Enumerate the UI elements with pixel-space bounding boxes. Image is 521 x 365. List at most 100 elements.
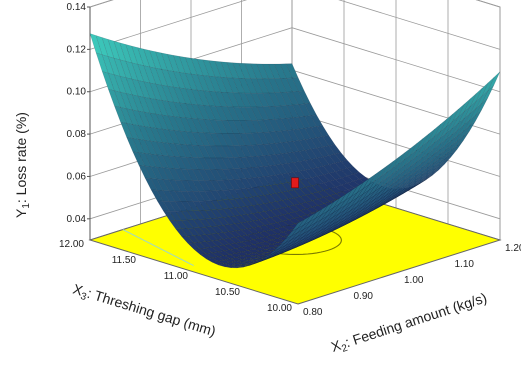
surface-cell [446,116,459,134]
surface-cell [373,203,386,211]
surface-cell [238,106,252,121]
surface-cell [433,144,446,159]
surface-cell [296,238,309,247]
x2-tick-label: 0.80 [303,307,323,318]
z-tick-label: 0.14 [67,2,87,13]
surface-cell [268,63,281,79]
surface-cell [392,175,405,189]
surface-cell [392,165,405,180]
surface-cell [263,143,276,156]
surface-cell [445,135,458,151]
surface-cell [299,160,312,171]
surface-cell [132,109,145,127]
surface-cell [273,242,286,252]
surface-cell [240,221,254,229]
z-tick-label: 0.08 [67,129,87,140]
surface-cell [356,206,369,216]
x2-tick-label: 1.00 [404,275,424,286]
surface-cell [297,216,311,229]
surface-cell [409,171,422,184]
surface-cell [368,191,381,204]
surface-cell [304,149,318,160]
surface-cell [261,255,274,262]
surface-cell [290,244,303,250]
surface-cell [113,40,127,62]
surface-cell [214,60,228,78]
surface-cell [169,220,182,230]
surface-cell [331,223,345,232]
design-point [291,177,299,189]
surface-cell [173,130,187,145]
surface-cell [285,228,298,239]
surface-cell [235,241,249,248]
surface-cell [333,200,346,213]
surface-cell [309,209,322,222]
surface-cell [214,76,228,93]
surface-cell [162,179,176,192]
surface-cell [291,219,305,232]
surface-cell [422,128,435,146]
surface-cell [439,153,452,166]
surface-cell [426,169,439,180]
surface-cell [380,183,393,196]
design-point-marker [291,177,299,189]
surface-cell [263,185,277,195]
x2-tick-label: 1.10 [455,259,475,270]
surface-cell [239,168,253,179]
surface-cell [288,217,302,224]
surface-cell [209,145,223,159]
surface-cell [432,163,446,174]
response-surface [89,33,501,269]
surface-cell [475,90,489,109]
surface-cell [257,155,270,167]
surface-cell [332,213,345,225]
surface-cell [126,137,140,153]
z-tick-label: 0.04 [67,214,87,225]
x3-tick-label: 10.50 [215,287,240,298]
surface-cell [216,180,229,191]
z-axis-title: Y1: Loss rate (%) [13,112,32,218]
surface-cell [421,162,434,176]
surface-cell [149,98,163,116]
surface-cell [253,238,266,244]
surface-cell [253,242,267,248]
surface-cell [391,186,404,197]
surface-cell [89,33,103,55]
x3-axis-title: X3: Threshing gap (mm) [70,281,218,343]
surface-cell [410,157,423,172]
surface-cell [469,103,482,121]
surface-cell [298,103,311,117]
surface-cell [385,196,398,204]
surface-cell [264,229,278,236]
surface-cell [347,181,360,188]
surface-cell [374,172,388,187]
surface-cell [311,176,324,185]
surface-cell [273,247,286,256]
x3-tick-label: 11.50 [112,255,137,266]
surface-cell [247,239,260,245]
surface-cell [168,143,181,158]
surface-cell [367,198,381,210]
surface-cell [274,142,288,155]
surface-cell [193,219,206,228]
surface-cell [311,198,325,206]
surface-cell [306,206,319,214]
surface-cell [368,169,382,185]
surface-cell [149,113,163,130]
surface-cell [217,250,231,256]
surface-cell [353,172,366,180]
surface-cell [309,223,322,234]
surface-cell [302,235,315,244]
surface-cell [223,231,236,239]
surface-cell [335,184,349,192]
surface-cell [242,263,255,267]
surface-cell [385,193,398,203]
surface-cell [408,182,421,191]
surface-cell [221,145,235,159]
surface-cell [310,148,324,159]
surface-cell [428,124,441,142]
surface-cell [327,208,340,221]
surface-cell [269,154,282,166]
surface-cell [235,247,249,253]
